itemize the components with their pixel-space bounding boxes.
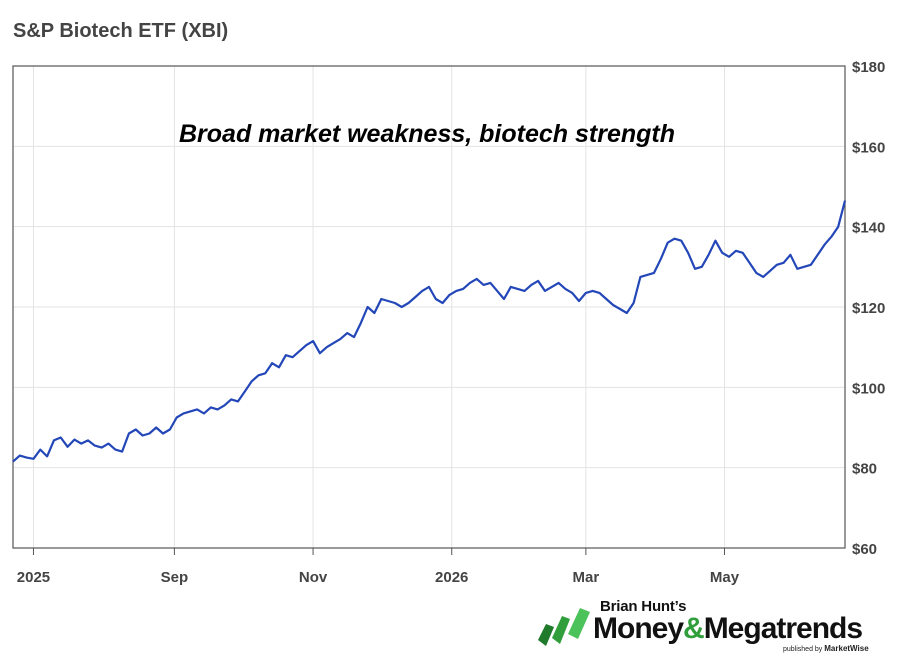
- series-line: [12, 200, 847, 463]
- x-tick-label: 2025: [17, 569, 50, 586]
- x-tick-label: May: [710, 569, 740, 586]
- chart-title: S&P Biotech ETF (XBI): [13, 20, 229, 42]
- y-tick-label: $140: [852, 220, 885, 237]
- x-tick-label: Nov: [299, 569, 328, 586]
- chart-annotation: Broad market weakness, biotech strength: [179, 120, 675, 148]
- y-tick-label: $80: [852, 461, 877, 478]
- x-tick-label: 2026: [435, 569, 468, 586]
- logo-publisher: published by MarketWise: [783, 644, 869, 653]
- y-axis: $60 $80 $100 $120 $140 $160 $180: [852, 59, 885, 558]
- x-tick-label: Mar: [573, 569, 600, 586]
- logo-author: Brian Hunt’s: [600, 598, 687, 615]
- brand-logo: Brian Hunt’s Money&Megatrends published …: [538, 598, 888, 656]
- y-tick-label: $60: [852, 541, 877, 558]
- x-axis: 2025 Sep Nov 2026 Mar May: [17, 548, 740, 586]
- y-tick-label: $100: [852, 380, 885, 397]
- x-tick-label: Sep: [161, 569, 189, 586]
- grid-lines: [13, 66, 845, 548]
- y-tick-label: $160: [852, 139, 885, 156]
- y-tick-label: $120: [852, 300, 885, 317]
- plot-frame: [12, 65, 846, 549]
- green-bars-icon: [538, 608, 590, 646]
- y-tick-label: $180: [852, 59, 885, 76]
- data-points: [12, 200, 846, 462]
- logo-wordmark: Money&Megatrends: [593, 612, 863, 645]
